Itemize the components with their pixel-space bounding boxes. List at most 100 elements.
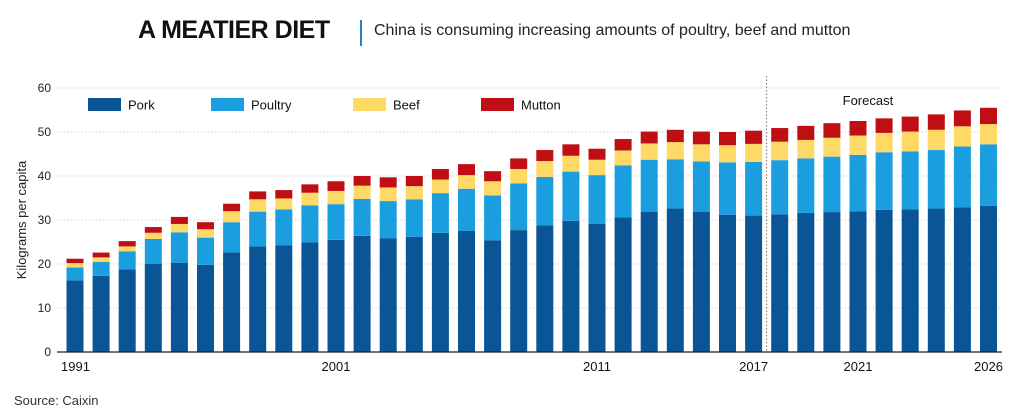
bar-poultry — [458, 188, 475, 231]
legend-label-poultry: Poultry — [251, 98, 292, 113]
bar-mutton — [92, 252, 110, 258]
bar-pork — [118, 269, 136, 352]
bar-pork — [458, 231, 475, 352]
bar-pork — [901, 209, 919, 352]
bar-pork — [353, 235, 371, 352]
axes: 0 10 20 30 40 50 60 Kilograms per capita 1991 200… — [14, 81, 1003, 374]
y-tick-label: 10 — [38, 301, 52, 315]
bar-mutton — [797, 125, 815, 140]
bar-mutton — [458, 164, 475, 176]
bar-pork — [301, 242, 319, 352]
legend: Pork Poultry Beef Mutton — [88, 98, 561, 113]
bar-pork — [327, 239, 345, 352]
chart-header: A MEATIER DIET China is consuming increa… — [0, 14, 1024, 50]
bar-beef — [144, 232, 162, 239]
bar-beef — [901, 131, 919, 152]
bar-beef — [666, 142, 684, 160]
bar-poultry — [875, 152, 893, 210]
forecast-label: Forecast — [843, 93, 894, 108]
bar-pork — [66, 280, 84, 352]
bar-mutton — [118, 241, 136, 247]
bar-poultry — [666, 159, 684, 209]
bar-beef — [431, 179, 449, 194]
bar-pork — [588, 223, 606, 352]
bar-beef — [301, 192, 319, 206]
bar-beef — [510, 168, 528, 184]
bar-beef — [562, 155, 580, 172]
gridlines — [57, 87, 1002, 309]
bar-mutton — [431, 168, 449, 180]
bar-beef — [927, 129, 945, 151]
bar-beef — [614, 150, 632, 166]
bar-beef — [640, 143, 658, 160]
bar-mutton — [66, 258, 84, 264]
bar-beef — [405, 186, 423, 200]
bar-beef — [458, 175, 475, 189]
legend-label-beef: Beef — [393, 98, 420, 113]
bar-pork — [275, 245, 293, 352]
bar-poultry — [431, 193, 449, 233]
bar-pork — [666, 208, 684, 352]
bar-poultry — [536, 176, 554, 226]
bar-pork — [980, 205, 997, 352]
bar-mutton — [562, 144, 580, 156]
bar-poultry — [797, 158, 815, 213]
bar-mutton — [197, 222, 214, 230]
bar-beef — [249, 199, 267, 212]
bar-beef — [588, 159, 606, 176]
bar-poultry — [118, 251, 136, 270]
bar-mutton — [640, 131, 658, 144]
x-tick-label: 2026 — [974, 359, 1003, 374]
bar-poultry — [223, 222, 241, 253]
bar-poultry — [901, 151, 919, 210]
bar-beef — [719, 145, 736, 163]
y-tick-label: 50 — [38, 125, 52, 139]
y-tick-label: 0 — [44, 345, 51, 359]
bar-pork — [170, 262, 188, 352]
bar-pork — [719, 214, 736, 352]
bar-poultry — [692, 161, 710, 212]
bar-pork — [875, 209, 893, 352]
bar-beef — [379, 187, 397, 202]
bar-poultry — [170, 232, 188, 263]
bar-poultry — [249, 211, 267, 247]
y-axis-title: Kilograms per capita — [14, 160, 29, 279]
bar-mutton — [614, 139, 632, 151]
bar-poultry — [197, 237, 214, 265]
bar-poultry — [980, 144, 997, 206]
bar-beef — [327, 190, 345, 205]
bar-pork — [249, 246, 267, 352]
bar-pork — [510, 230, 528, 352]
bar-poultry — [405, 199, 423, 237]
legend-swatch-pork — [88, 98, 121, 111]
y-tick-label: 30 — [38, 213, 52, 227]
bar-poultry — [823, 156, 841, 213]
bar-poultry — [719, 162, 736, 215]
legend-swatch-beef — [353, 98, 386, 111]
bar-pork — [614, 217, 632, 352]
bar-poultry — [510, 183, 528, 231]
bar-mutton — [719, 132, 736, 146]
bar-beef — [875, 132, 893, 153]
stacked-bar-chart: 0 10 20 30 40 50 60 Kilograms per capita 1991 200… — [14, 76, 1003, 374]
bar-poultry — [484, 195, 502, 241]
bar-mutton — [301, 184, 319, 193]
bar-beef — [118, 246, 136, 252]
bar-beef — [797, 139, 815, 159]
legend-label-pork: Pork — [128, 98, 155, 113]
bar-mutton — [953, 110, 971, 127]
x-tick-label: 2021 — [844, 359, 873, 374]
bar-pork — [92, 275, 110, 352]
legend-swatch-poultry — [211, 98, 244, 111]
bar-pork — [379, 238, 397, 352]
bar-pork — [431, 232, 449, 352]
bar-mutton — [927, 114, 945, 130]
bar-pork — [953, 207, 971, 352]
bar-poultry — [275, 209, 293, 246]
bar-pork — [823, 212, 841, 352]
bar-beef — [170, 223, 188, 233]
source-note: Source: Caixin — [14, 393, 99, 408]
bar-pork — [797, 212, 815, 352]
bar-mutton — [901, 116, 919, 132]
bar-poultry — [353, 198, 371, 236]
